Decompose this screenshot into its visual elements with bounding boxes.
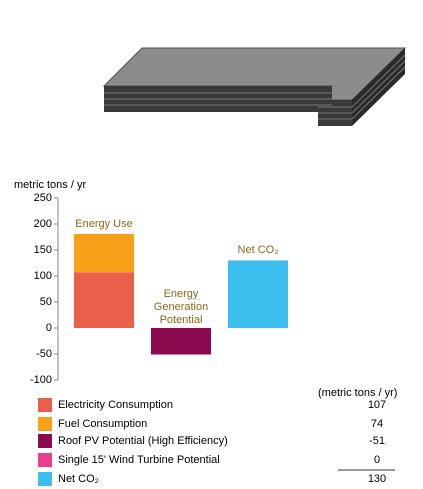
y-tick-label: 150: [34, 244, 52, 256]
legend-swatch: [38, 453, 52, 467]
legend-value: -51: [369, 435, 385, 447]
building: [102, 47, 407, 126]
bar: [74, 272, 134, 328]
legend-label: Fuel Consumption: [58, 418, 147, 430]
legend-label: Electricity Consumption: [58, 399, 173, 411]
category-label: Energy Use: [75, 217, 133, 230]
legend-label: Roof PV Potential (High Efficiency): [58, 435, 228, 447]
legend-swatch: [38, 398, 52, 412]
legend-value: 74: [371, 418, 383, 430]
y-tick-label: 0: [46, 322, 52, 334]
y-tick-label: 100: [34, 270, 52, 282]
legend-header: (metric tons / yr): [318, 387, 397, 399]
legend-label: Net CO₂: [58, 473, 99, 485]
y-tick-label: 200: [34, 218, 52, 230]
building-stripes: [104, 54, 406, 120]
y-tick-label: -100: [30, 374, 52, 386]
category-label: Energy Generation Potential: [153, 288, 209, 326]
y-tick-label: 250: [34, 192, 52, 204]
legend-swatch: [38, 417, 52, 431]
legend-value: 130: [368, 473, 386, 485]
legend-swatch: [38, 472, 52, 486]
category-label: Net CO₂: [237, 244, 279, 257]
bar: [228, 260, 288, 328]
legend-value: 107: [368, 399, 386, 411]
y-axis-label: metric tons / yr: [14, 179, 86, 191]
y-tick-label: 50: [40, 296, 52, 308]
legend-label: Single 15' Wind Turbine Potential: [58, 454, 220, 466]
y-tick-label: -50: [36, 348, 52, 360]
bar: [74, 233, 134, 273]
bar: [151, 328, 211, 355]
legend-value: 0: [374, 454, 380, 466]
legend-swatch: [38, 434, 52, 448]
